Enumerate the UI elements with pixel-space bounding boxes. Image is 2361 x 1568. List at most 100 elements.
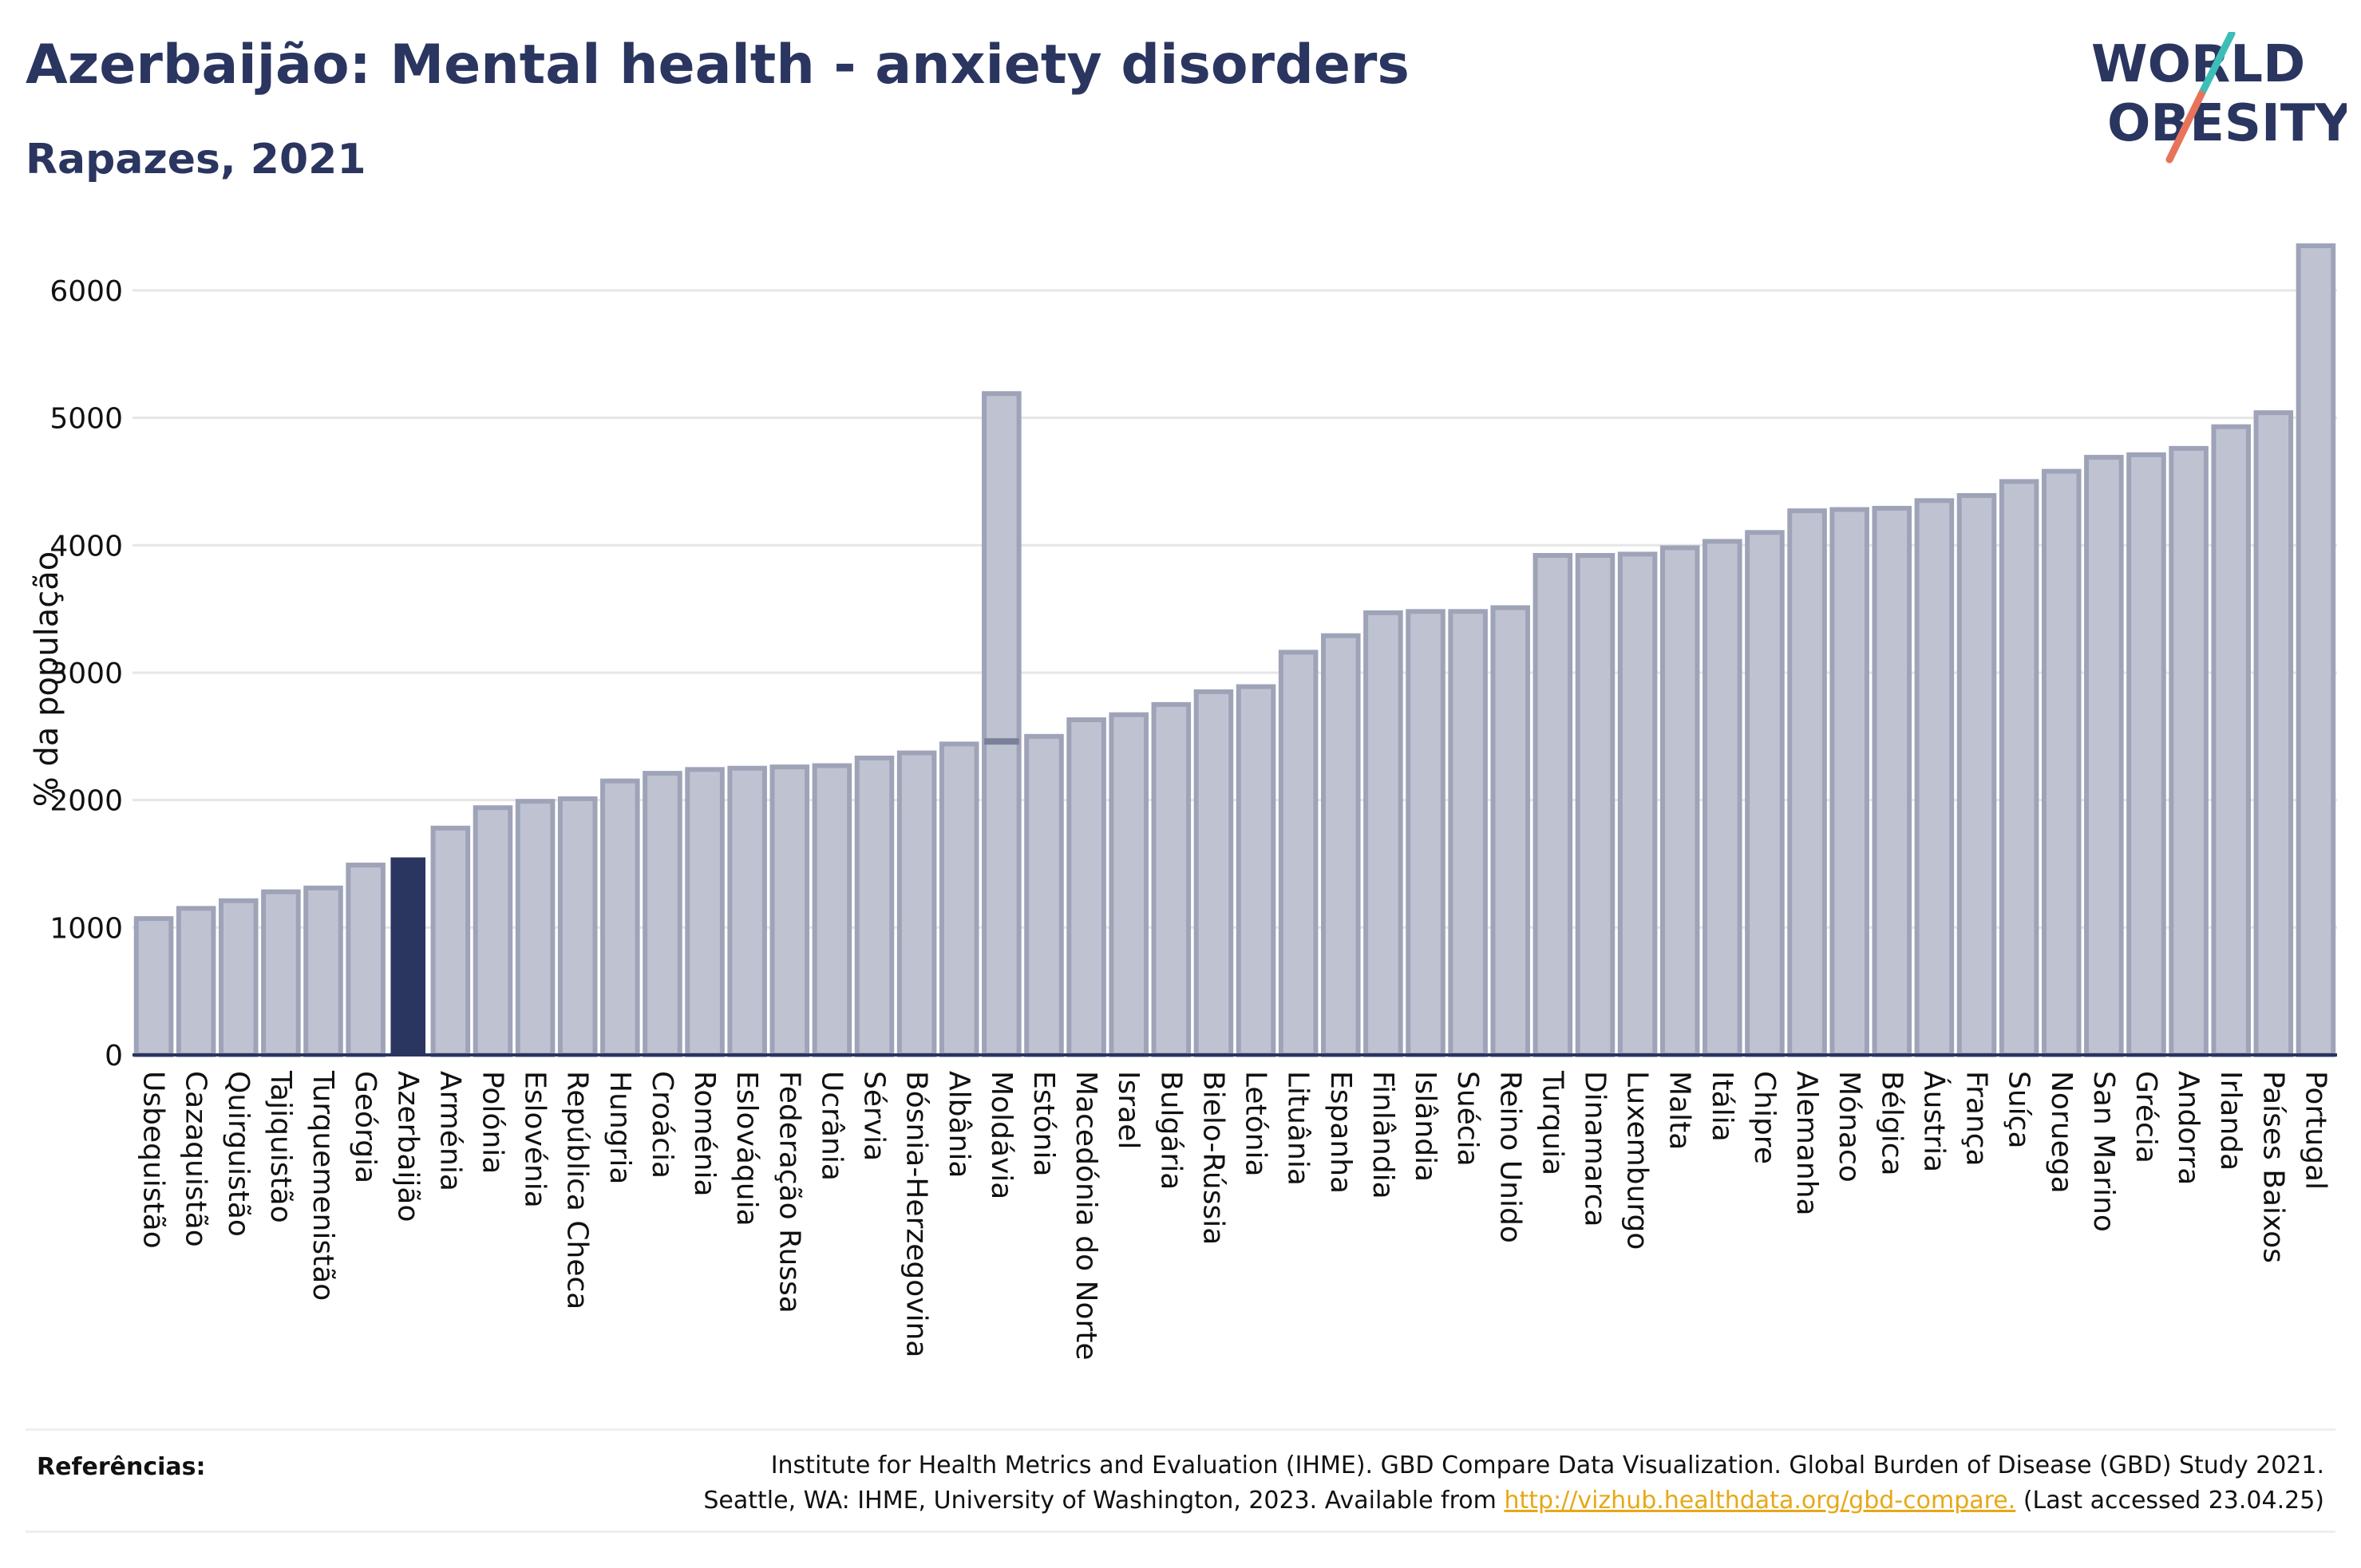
x-tick-label: Áustria [1917,1071,1951,1172]
bar [1363,610,1403,1057]
bar [1278,650,1319,1057]
x-tick-label: Eslováquia [730,1071,763,1226]
x-tick-label: Eslovénia [519,1071,552,1208]
bar [430,825,471,1057]
x-tick-label: Usbequistão [137,1071,170,1249]
bar [1999,479,2039,1057]
bar [390,857,426,1055]
bar [1066,717,1106,1057]
references-line-2: Seattle, WA: IHME, University of Washing… [703,1483,2324,1519]
bar [1787,508,1827,1057]
references-label: Referências: [37,1453,206,1481]
bar [1745,530,1785,1057]
bar [600,778,640,1057]
chart-subtitle: Rapazes, 2021 [26,136,366,184]
bar [515,799,556,1057]
bar [1914,498,1955,1057]
bar [2296,243,2336,1057]
bar [2253,410,2294,1057]
bar [2211,424,2251,1057]
bar [982,391,1022,1057]
y-tick-label: 6000 [49,275,123,308]
y-tick-label: 5000 [49,403,123,436]
bar [1109,712,1149,1058]
x-tick-label: Itália [1706,1071,1738,1142]
bar [1193,689,1234,1057]
x-tick-label: Macedónia do Norte [1070,1071,1102,1361]
bar [769,764,810,1057]
references-link[interactable]: http://vizhub.healthdata.org/gbd-compare… [1504,1487,2016,1515]
bar [346,863,386,1058]
x-tick-label: Tajiquistão [264,1070,297,1223]
bar [133,916,174,1058]
y-tick-label: 3000 [49,658,123,690]
bar [2041,468,2082,1057]
x-tick-label: Sérvia [858,1071,891,1161]
bar [303,885,343,1057]
x-tick-label: Luxemburgo [1621,1071,1654,1250]
y-axis-label: % da população [29,551,65,808]
bar [939,741,979,1057]
bar [1956,492,1997,1057]
bar-chart: 0 1000 2000 3000 4000 5000 6000 % da população U… [29,243,2337,1361]
x-tick-label: Moldávia [985,1071,1018,1199]
x-tick-label: Malta [1663,1071,1696,1150]
x-tick-label: Letónia [1240,1071,1272,1177]
references-panel: Referências: Institute for Health Metric… [26,1428,2335,1533]
x-tick-label: Andorra [2172,1071,2205,1185]
x-tick-label: Dinamarca [1578,1071,1611,1227]
x-tick-label: Chipre [1748,1071,1781,1164]
x-tick-label: Suíça [2003,1071,2035,1149]
x-tick-label: França [1960,1071,1993,1167]
bar [685,767,725,1057]
bar [1659,545,1700,1057]
y-tick-label: 1000 [49,912,123,945]
y-tick-label: 4000 [49,530,123,563]
x-tick-label: República Checa [561,1071,594,1309]
x-tick-label: Quirguistão [222,1071,255,1237]
x-tick-label: Bósnia-Herzegovina [900,1071,933,1357]
x-tick-label: Lituânia [1282,1071,1315,1186]
bar [1321,633,1361,1057]
x-tick-label: Finlândia [1366,1071,1399,1199]
x-tick-label: Arménia [433,1071,466,1191]
x-tick-label: Polónia [476,1071,508,1174]
x-tick-label: Estónia [1027,1071,1060,1177]
bar [1406,609,1445,1057]
x-tick-label: Cazaquistão [180,1071,212,1247]
bar [2126,452,2166,1057]
x-tick-label: Alemanha [1790,1071,1823,1216]
bar [812,763,852,1058]
x-tick-label: Países Baixos [2256,1071,2289,1263]
bar [2084,455,2124,1057]
x-tick-label: Suécia [1451,1071,1484,1167]
bar [557,796,598,1057]
x-tick-label: Turquia [1536,1070,1568,1175]
bar [1532,553,1573,1057]
x-tick-label: Bélgica [1875,1071,1908,1176]
bar [1236,684,1276,1057]
bar [1448,609,1488,1057]
x-tick-label: Geórgia [349,1071,382,1183]
bar [1024,733,1064,1057]
bar [1829,507,1869,1057]
bar [643,771,682,1057]
bar [1490,605,1531,1057]
logo-word-obesity: OBESITY [2107,94,2347,153]
x-tick-label: Irlanda [2214,1071,2247,1171]
bar [261,889,301,1057]
world-obesity-logo: WORLD OBESITY [2091,32,2347,164]
x-tick-label: Ucrânia [815,1071,848,1181]
chart-title: Azerbaijão: Mental health - anxiety diso… [26,34,1410,97]
x-tick-label: Israel [1112,1071,1145,1149]
references-line-2-suffix: (Last accessed 23.04.25) [2023,1487,2324,1515]
x-tick-label: Azerbaijão [391,1071,424,1222]
bar [727,765,767,1057]
x-tick-label: Portugal [2299,1071,2331,1190]
bar [176,906,216,1057]
x-tick-label: Bulgária [1154,1071,1187,1190]
x-tick-label: Turquemenistão [306,1070,339,1301]
x-tick-label: Grécia [2130,1071,2162,1163]
x-tick-label: Hungria [603,1071,636,1184]
x-tick-label: Roménia [688,1071,721,1197]
